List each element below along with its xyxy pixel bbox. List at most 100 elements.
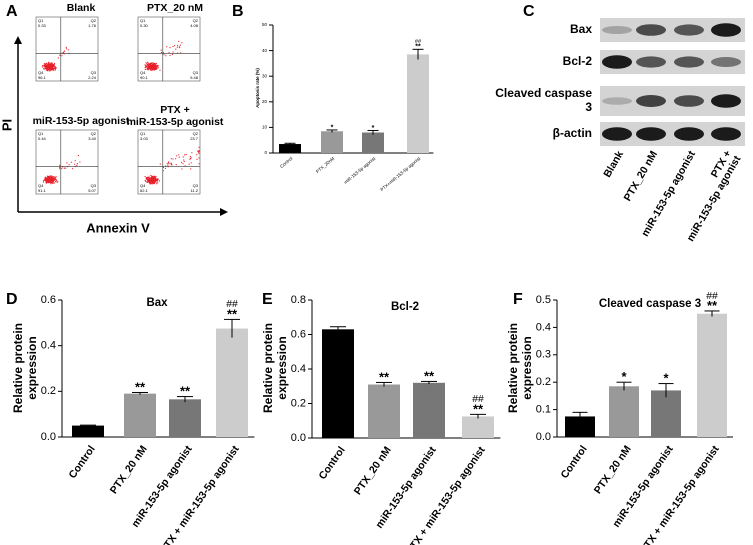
- arrow: [220, 208, 228, 216]
- event-dot: [52, 69, 55, 71]
- event-dot: [198, 157, 200, 159]
- event-dot: [48, 67, 51, 69]
- event-dot: [50, 180, 52, 182]
- event-dot: [52, 175, 54, 177]
- event-dot: [152, 62, 154, 64]
- quadrant-value: 5.07: [88, 188, 97, 193]
- event-dot: [76, 163, 78, 165]
- event-dot: [149, 68, 151, 70]
- event-dot: [154, 65, 156, 67]
- event-dot: [179, 44, 181, 46]
- event-dot: [169, 54, 171, 57]
- event-dot: [50, 69, 53, 71]
- event-dot: [49, 70, 51, 72]
- event-dot: [149, 177, 151, 179]
- event-dot: [147, 62, 149, 64]
- y-tick-label: 0.5: [536, 294, 551, 306]
- event-dot: [170, 162, 172, 164]
- y-tick-label: 0.6: [41, 294, 56, 306]
- bar: [609, 386, 639, 437]
- event-dot: [146, 181, 148, 183]
- event-dot: [198, 163, 200, 165]
- event-dot: [144, 176, 146, 178]
- y-tick-label: 0.1: [536, 404, 551, 416]
- event-dot: [61, 167, 63, 170]
- event-dot: [178, 154, 180, 156]
- plot-title: Blank: [67, 2, 96, 14]
- significance: **: [473, 401, 484, 416]
- event-dot: [146, 63, 149, 66]
- significance: **: [415, 44, 421, 51]
- y-tick-label: 0.0: [41, 431, 56, 443]
- event-dot: [150, 62, 152, 64]
- event-dot: [149, 64, 151, 66]
- event-dot: [171, 53, 173, 56]
- bar: [169, 399, 201, 437]
- event-dot: [170, 158, 172, 160]
- event-dot: [167, 164, 169, 166]
- event-dot: [158, 180, 161, 182]
- significance: **: [180, 383, 191, 398]
- y-tick-label: 0.6: [291, 328, 306, 340]
- event-dot: [178, 156, 180, 158]
- y-tick-label: 0.8: [291, 294, 306, 306]
- event-dot: [155, 178, 157, 180]
- blot-band: [636, 95, 666, 107]
- event-dot: [150, 180, 152, 182]
- event-dot: [149, 67, 151, 69]
- event-dot: [166, 46, 168, 48]
- event-dot: [181, 42, 183, 44]
- event-dot: [156, 183, 158, 185]
- blot-band: [602, 55, 632, 69]
- event-dot: [149, 183, 151, 185]
- event-dot: [61, 55, 63, 57]
- event-dot: [198, 150, 200, 152]
- event-dot: [168, 161, 170, 163]
- event-dot: [50, 64, 52, 67]
- event-dot: [148, 178, 151, 180]
- event-dot: [55, 181, 57, 183]
- significance: ##: [472, 394, 484, 405]
- blot-band: [636, 56, 666, 68]
- event-dot: [148, 63, 150, 65]
- event-dot: [154, 62, 156, 65]
- blot-band: [602, 97, 632, 105]
- y-tick-label: 0.4: [41, 340, 56, 352]
- event-dot: [189, 158, 192, 160]
- panel-label: D: [6, 291, 18, 308]
- protein-label: Cleaved caspase 3: [495, 86, 592, 114]
- event-dot: [44, 68, 47, 70]
- panel-label: B: [232, 3, 244, 20]
- quadrant-name: Q3: [193, 70, 199, 75]
- event-dot: [147, 65, 149, 67]
- event-dot: [155, 68, 157, 70]
- event-dot: [66, 162, 68, 164]
- event-dot: [150, 182, 152, 184]
- event-dot: [41, 66, 44, 68]
- quadrant-value: 96.1: [38, 75, 47, 80]
- quadrant-name: Q4: [140, 183, 146, 188]
- y-tick-label: 0.2: [291, 397, 306, 409]
- bar: [697, 313, 727, 437]
- panel-label: C: [523, 3, 535, 20]
- quadrant-name: Q4: [38, 70, 44, 75]
- event-dot: [168, 52, 170, 54]
- event-dot: [168, 163, 170, 165]
- y-axis-label: Relative proteinexpression: [261, 323, 289, 413]
- event-dot: [52, 65, 54, 67]
- protein-label: Bcl-2: [563, 54, 593, 68]
- event-dot: [44, 176, 47, 178]
- bar: [462, 416, 494, 438]
- event-dot: [50, 178, 53, 180]
- event-dot: [182, 163, 184, 165]
- event-dot: [151, 175, 154, 178]
- event-dot: [52, 182, 54, 184]
- bar: [321, 131, 343, 153]
- event-dot: [44, 65, 46, 67]
- blot-band: [602, 127, 632, 141]
- event-dot: [154, 66, 156, 68]
- event-dot: [176, 46, 178, 48]
- blot-band: [674, 95, 704, 107]
- event-dot: [55, 67, 57, 69]
